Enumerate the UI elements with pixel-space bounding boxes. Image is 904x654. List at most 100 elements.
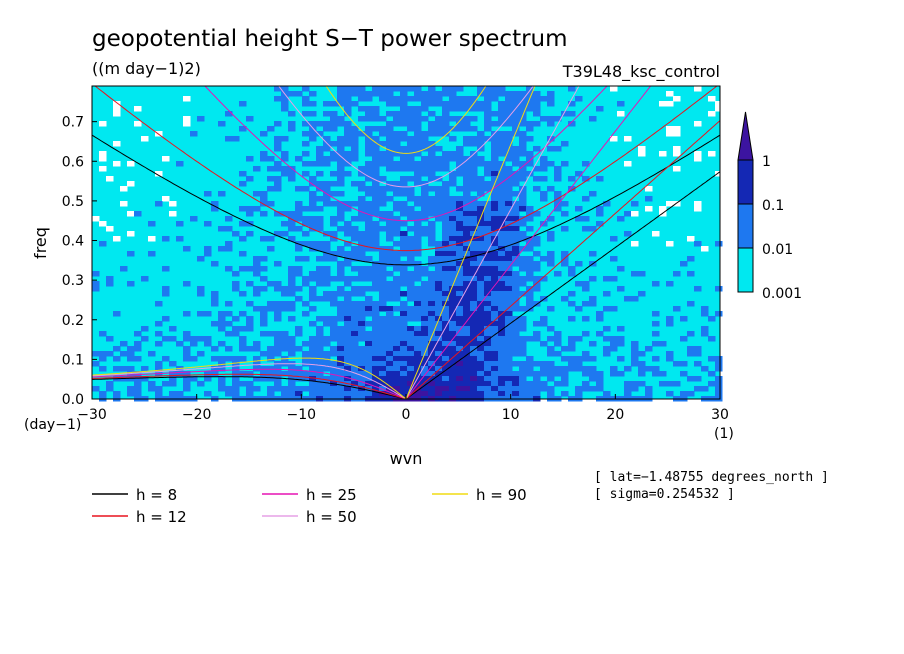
field-cell xyxy=(134,371,142,377)
field-cell xyxy=(428,166,436,172)
field-cell xyxy=(316,391,324,397)
field-cell xyxy=(491,296,499,302)
field-cell xyxy=(596,221,604,227)
field-cell xyxy=(218,226,226,232)
field-cell xyxy=(477,316,485,322)
field-cell xyxy=(638,351,646,357)
field-cell xyxy=(498,281,506,287)
field-cell xyxy=(512,91,520,97)
field-cell xyxy=(505,196,513,202)
field-cell xyxy=(309,131,317,137)
field-cell xyxy=(288,281,296,287)
field-cell xyxy=(512,171,520,177)
field-cell xyxy=(386,151,394,157)
field-cell xyxy=(344,336,352,342)
field-cell xyxy=(225,391,233,397)
field-cell xyxy=(540,221,548,227)
field-cell xyxy=(295,346,303,352)
field-cell xyxy=(526,101,534,107)
field-cell xyxy=(428,111,436,117)
field-cell xyxy=(491,131,499,137)
y-tick-label: 0.4 xyxy=(62,234,84,250)
field-cell xyxy=(463,351,471,357)
field-cell xyxy=(575,366,583,372)
field-cell xyxy=(323,186,331,192)
field-cell xyxy=(162,381,170,387)
field-cell xyxy=(365,221,373,227)
field-cell xyxy=(540,96,548,102)
field-cell xyxy=(351,231,359,237)
field-cell xyxy=(274,181,282,187)
field-cell xyxy=(260,366,268,372)
field-cell xyxy=(631,351,639,357)
field-cell xyxy=(274,211,282,217)
field-cell xyxy=(393,251,401,257)
field-cell xyxy=(470,361,478,367)
field-cell xyxy=(400,146,408,152)
field-cell xyxy=(456,391,464,397)
field-cell xyxy=(477,106,485,112)
field-cell xyxy=(715,286,723,292)
field-cell xyxy=(449,136,457,142)
field-cell xyxy=(575,356,583,362)
field-cell xyxy=(106,176,114,182)
field-cell xyxy=(421,266,429,272)
field-cell xyxy=(351,391,359,397)
field-cell xyxy=(512,96,520,102)
field-cell xyxy=(456,116,464,122)
field-cell xyxy=(344,331,352,337)
field-cell xyxy=(442,251,450,257)
field-cell xyxy=(435,291,443,297)
field-cell xyxy=(526,296,534,302)
field-cell xyxy=(547,91,555,97)
field-cell xyxy=(407,96,415,102)
field-cell xyxy=(477,311,485,317)
field-cell xyxy=(533,96,541,102)
field-cell xyxy=(407,186,415,192)
field-cell xyxy=(372,126,380,132)
field-cell xyxy=(330,151,338,157)
field-cell xyxy=(302,281,310,287)
field-cell xyxy=(512,161,520,167)
field-cell xyxy=(344,321,352,327)
field-cell xyxy=(295,286,303,292)
field-cell xyxy=(365,366,373,372)
field-cell xyxy=(421,226,429,232)
field-cell xyxy=(470,256,478,262)
field-cell xyxy=(428,331,436,337)
field-cell xyxy=(386,246,394,252)
field-cell xyxy=(351,351,359,357)
field-cell xyxy=(715,311,723,317)
field-cell xyxy=(519,136,527,142)
field-cell xyxy=(470,281,478,287)
field-cell xyxy=(337,391,345,397)
field-cell xyxy=(253,361,261,367)
field-cell xyxy=(505,121,513,127)
field-cell xyxy=(512,226,520,232)
field-cell xyxy=(484,206,492,212)
field-cell xyxy=(617,111,625,117)
field-cell xyxy=(673,96,681,102)
field-cell xyxy=(183,346,191,352)
field-cell xyxy=(211,371,219,377)
field-cell xyxy=(183,376,191,382)
field-cell xyxy=(407,306,415,312)
field-cell xyxy=(498,331,506,337)
field-cell xyxy=(372,111,380,117)
field-cell xyxy=(512,176,520,182)
field-cell xyxy=(449,176,457,182)
field-cell xyxy=(498,301,506,307)
field-cell xyxy=(463,391,471,397)
field-cell xyxy=(344,261,352,267)
field-cell xyxy=(309,361,317,367)
field-cell xyxy=(575,386,583,392)
field-cell xyxy=(253,291,261,297)
field-cell xyxy=(715,376,723,382)
field-cell xyxy=(414,126,422,132)
field-cell xyxy=(505,366,513,372)
field-cell xyxy=(512,246,520,252)
field-cell xyxy=(442,221,450,227)
field-cell xyxy=(281,211,289,217)
field-cell xyxy=(288,176,296,182)
field-cell xyxy=(435,391,443,397)
